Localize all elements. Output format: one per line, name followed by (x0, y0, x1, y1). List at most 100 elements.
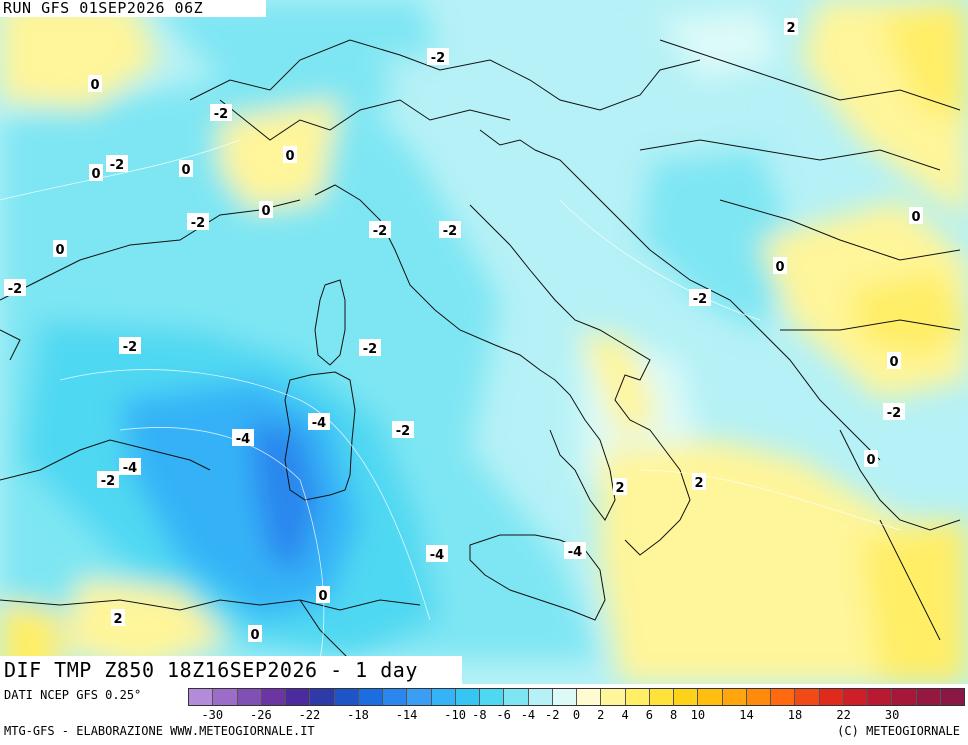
legend-swatch (552, 689, 577, 705)
contour-label: -2 (369, 221, 391, 239)
temperature-anomaly-map: -2 -2 -2 -2 -2 -2 -2 -2 -2 -2 -2 -2 -2 -4 -4 -4 -4 -4 0 0 0 0… (0, 0, 968, 684)
legend-swatch (237, 689, 262, 705)
svg-text:-2: -2 (887, 406, 901, 421)
legend-swatch (480, 689, 505, 705)
contour-label: -2 (210, 104, 232, 122)
legend-swatch (795, 689, 820, 705)
run-title: RUN GFS 01SEP2026 06Z (0, 0, 266, 17)
svg-text:-4: -4 (236, 432, 250, 447)
svg-text:-2: -2 (693, 292, 707, 307)
svg-text:-2: -2 (363, 342, 377, 357)
contour-label: 2 (784, 18, 798, 36)
legend-ticks: -30 -26 -22 -18 -14 -10 -8 -6 -4 -2 0 2 4 6 8 10 14 18 22 3… (188, 708, 965, 722)
contour-label: -2 (689, 289, 711, 307)
legend-swatch (625, 689, 650, 705)
legend-swatch (431, 689, 456, 705)
legend-swatch (674, 689, 699, 705)
legend-tick-label: 6 (645, 708, 653, 722)
legend-tick-label: -22 (298, 708, 321, 722)
contour-label: 0 (89, 164, 103, 182)
legend-swatch (722, 689, 747, 705)
legend-swatch (504, 689, 529, 705)
svg-text:-2: -2 (110, 158, 124, 173)
contour-label: -2 (97, 471, 119, 489)
contour-label: -4 (232, 429, 254, 447)
legend-swatch (601, 689, 626, 705)
svg-text:-4: -4 (123, 461, 137, 476)
legend-swatch (892, 689, 917, 705)
svg-text:0: 0 (285, 149, 294, 164)
svg-text:-2: -2 (191, 216, 205, 231)
svg-text:0: 0 (911, 210, 920, 225)
legend-swatch (310, 689, 335, 705)
contour-label: -4 (119, 458, 141, 476)
contour-label: 2 (111, 609, 125, 627)
legend-swatch (916, 689, 941, 705)
contour-label: 0 (179, 160, 193, 178)
contour-label: -2 (106, 155, 128, 173)
legend-tick-label: 30 (884, 708, 900, 722)
legend-swatch (407, 689, 432, 705)
legend-tick-label: 2 (597, 708, 605, 722)
legend-swatch (189, 689, 214, 705)
svg-text:2: 2 (113, 612, 122, 627)
svg-text:-2: -2 (8, 282, 22, 297)
svg-text:-2: -2 (396, 424, 410, 439)
contour-label: 0 (248, 625, 262, 643)
legend-swatch (698, 689, 723, 705)
contour-label: 0 (316, 586, 330, 604)
color-scale-legend (188, 688, 965, 706)
svg-text:0: 0 (866, 453, 875, 468)
legend-swatch (334, 689, 359, 705)
contour-label: 0 (259, 201, 273, 219)
legend-tick-label: 14 (739, 708, 754, 722)
svg-text:-4: -4 (312, 416, 326, 431)
contour-label: -2 (883, 403, 905, 421)
svg-text:-2: -2 (443, 224, 457, 239)
svg-text:0: 0 (181, 163, 190, 178)
svg-text:0: 0 (261, 204, 270, 219)
svg-text:-2: -2 (101, 474, 115, 489)
svg-text:0: 0 (775, 260, 784, 275)
legend-tick-label: -14 (395, 708, 418, 722)
legend-tick-label: -10 (444, 708, 466, 722)
svg-text:-2: -2 (214, 107, 228, 122)
legend-tick-label: 0 (572, 708, 581, 722)
contour-label: -2 (4, 279, 26, 297)
legend-swatch (213, 689, 238, 705)
svg-text:-4: -4 (430, 548, 444, 563)
contour-label: 0 (909, 207, 923, 225)
contour-label: -2 (359, 339, 381, 357)
svg-text:-2: -2 (431, 51, 445, 66)
contour-label: 2 (692, 473, 706, 491)
legend-swatch (843, 689, 868, 705)
legend-swatch (528, 689, 553, 705)
contour-label: 2 (613, 478, 627, 496)
legend-tick-label: -4 (520, 708, 536, 722)
contour-label: 0 (773, 257, 787, 275)
footer-copyright: (C) METEOGIORNALE (837, 724, 960, 738)
svg-text:0: 0 (55, 243, 64, 258)
legend-swatch (771, 689, 796, 705)
legend-swatch (819, 689, 844, 705)
legend-tick-label: -2 (544, 708, 560, 722)
legend-tick-label: 8 (670, 708, 678, 722)
contour-label: 0 (864, 450, 878, 468)
svg-text:2: 2 (615, 481, 624, 496)
contour-label: 0 (88, 75, 102, 93)
legend-swatch (286, 689, 311, 705)
contour-label: 0 (53, 240, 67, 258)
legend-swatch (383, 689, 408, 705)
legend-tick-label: -30 (201, 708, 224, 722)
svg-text:2: 2 (786, 21, 795, 36)
svg-text:0: 0 (250, 628, 259, 643)
svg-text:-2: -2 (123, 340, 137, 355)
footer-credit: MTG-GFS - ELABORAZIONE WWW.METEOGIORNALE… (4, 724, 315, 738)
legend-swatch (649, 689, 674, 705)
legend-swatch (455, 689, 480, 705)
svg-text:-4: -4 (568, 545, 582, 560)
svg-text:-2: -2 (373, 224, 387, 239)
legend-swatch (746, 689, 771, 705)
contour-label: 0 (283, 146, 297, 164)
contour-label: -4 (564, 542, 586, 560)
